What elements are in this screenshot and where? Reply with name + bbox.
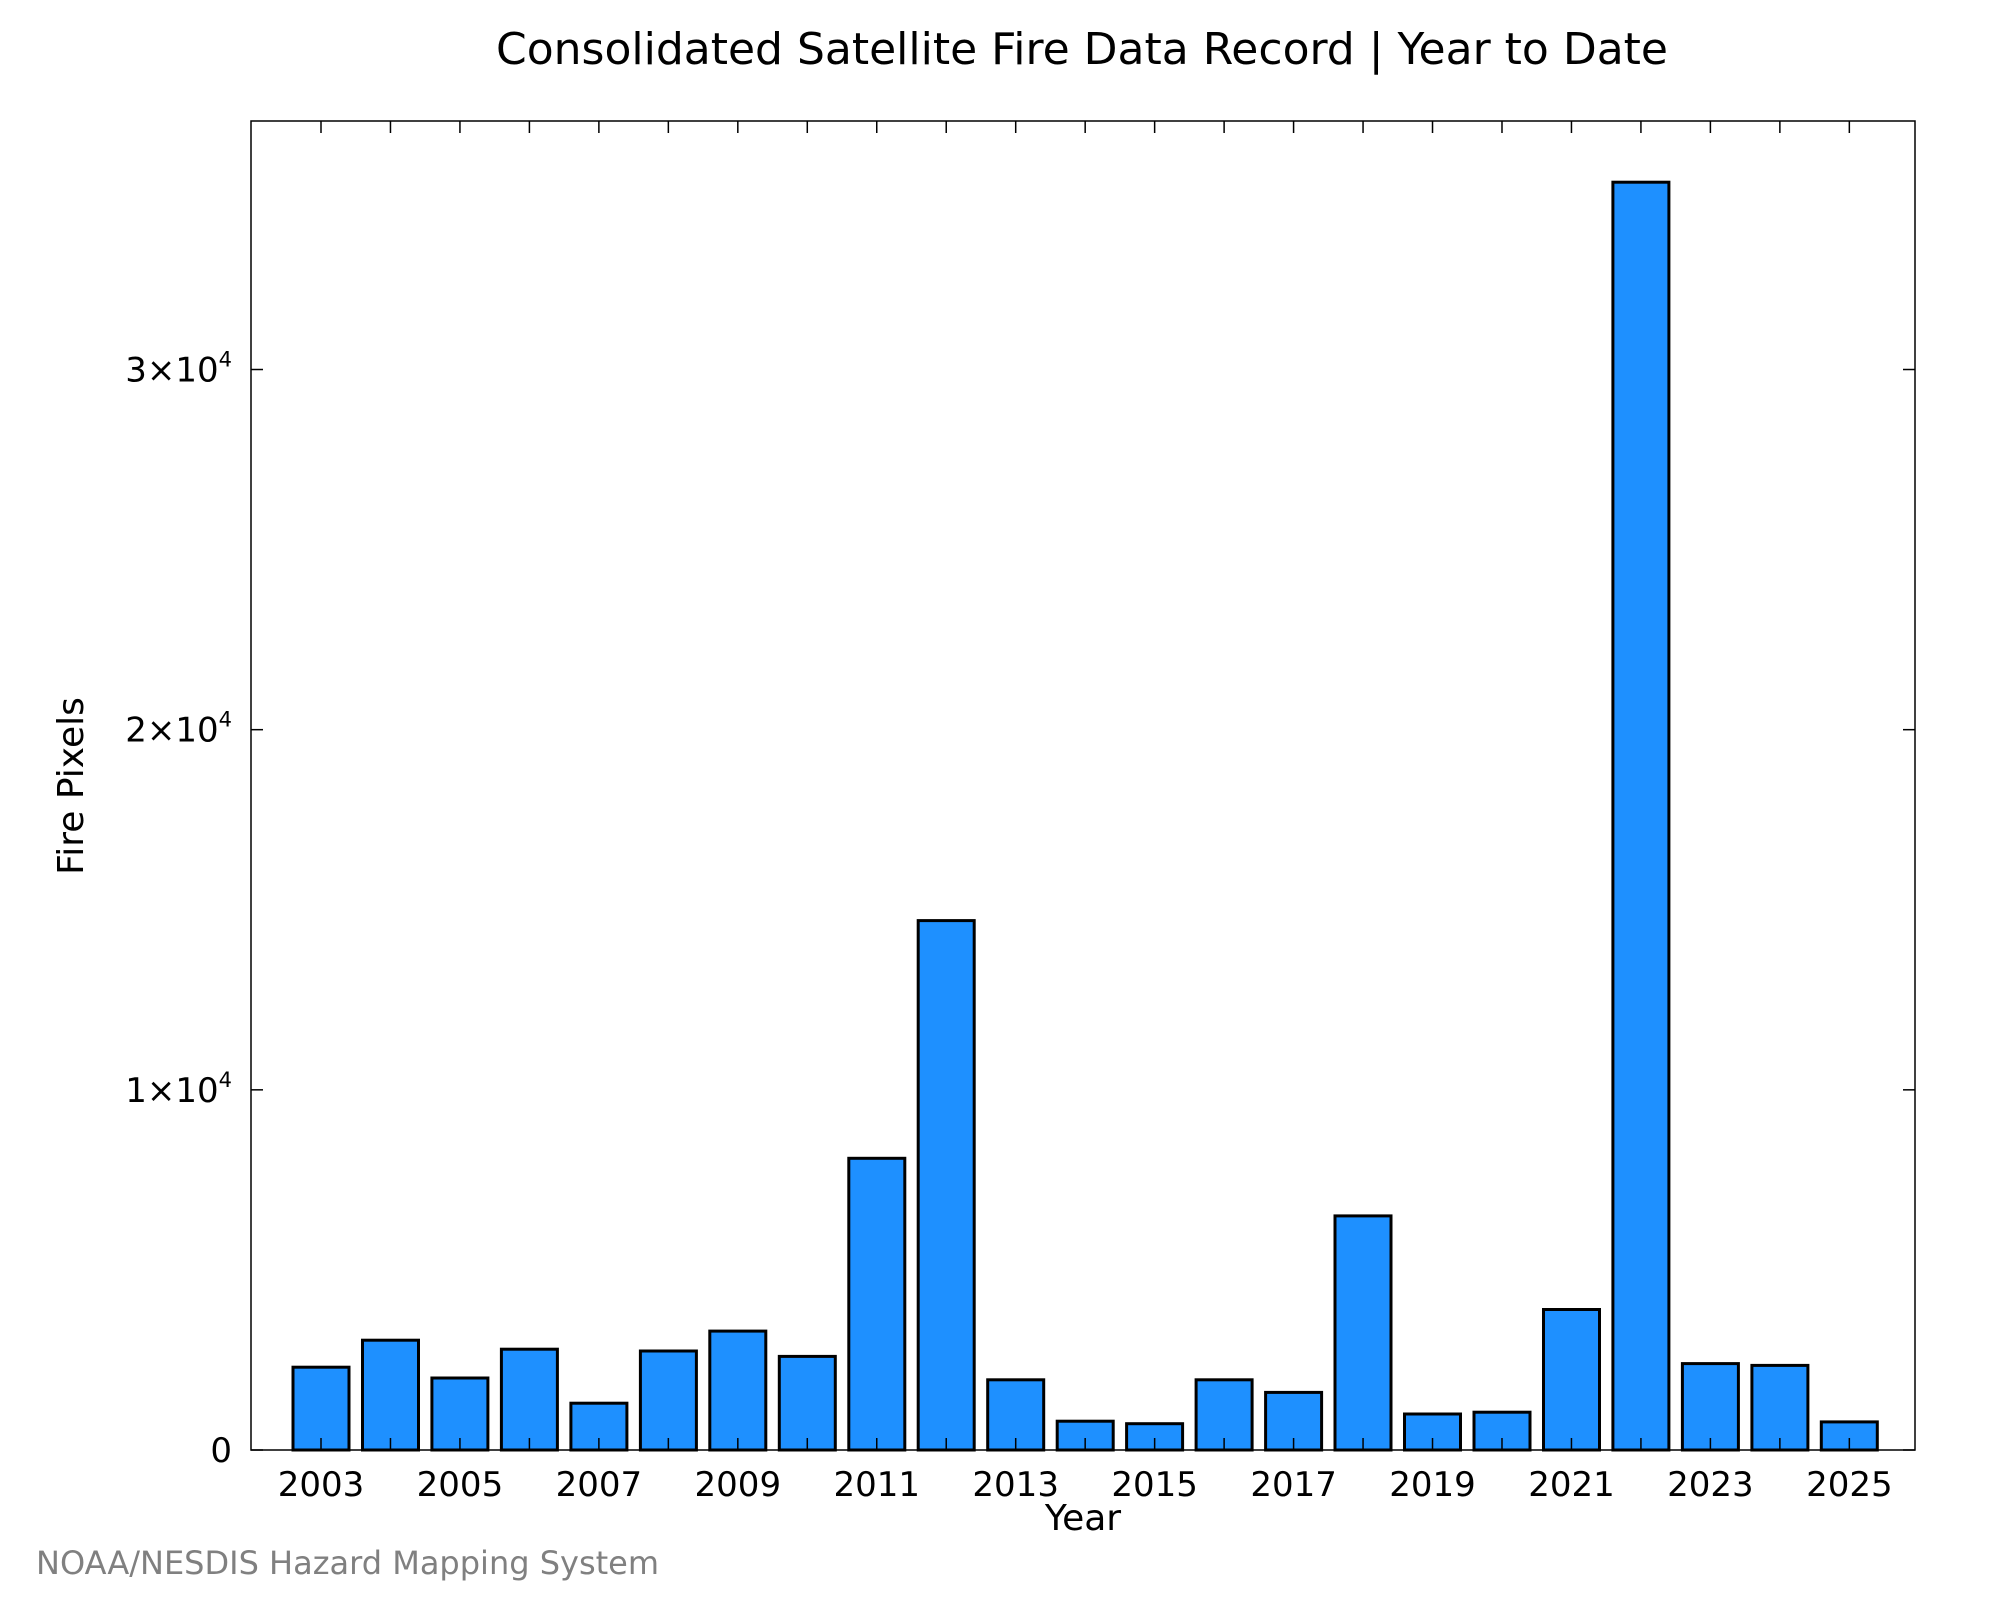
bar-2023 [1680,1362,1740,1452]
x-tick-label-2011: 2011 [833,1465,920,1505]
bar-2010 [777,1354,837,1452]
y-tick-label-0: 0 [210,1431,232,1471]
x-tick-label-2013: 2013 [972,1465,1059,1505]
x-tick-label-2005: 2005 [417,1465,504,1505]
bar-2003 [291,1365,351,1452]
x-axis-label: Year [1044,1498,1121,1539]
x-tick-label-2015: 2015 [1111,1465,1198,1505]
bar-2024 [1750,1363,1810,1452]
x-ticks: 2003 2005 2007 2009 2011 2013 2015 2017 2019 2021… [278,121,1893,1505]
x-tick-label-2009: 2009 [695,1465,782,1505]
bar-2022 [1611,180,1671,1452]
x-tick-label-2007: 2007 [556,1465,643,1505]
y-tick-label-1: 1×104 [125,1068,232,1111]
bar-2021 [1542,1308,1601,1452]
x-tick-label-2017: 2017 [1250,1465,1337,1505]
y-tick-label-3: 3×104 [125,348,232,391]
chart-title: Consolidated Satellite Fire Data Record … [496,24,1668,75]
y-axis-label: Fire Pixels [51,697,92,875]
bar-2008 [638,1349,698,1452]
y-ticks: 0 1×104 2×104 3×104 [125,348,1915,1471]
x-tick-label-2021: 2021 [1528,1465,1615,1505]
x-tick-label-2023: 2023 [1667,1465,1754,1505]
bar-2012 [916,919,976,1452]
x-tick-label-2019: 2019 [1389,1465,1476,1505]
plot-frame [250,120,1916,1451]
bar-2004 [361,1338,420,1452]
y-tick-label-2: 2×104 [125,708,232,751]
bars [291,180,1879,1452]
bar-2009 [708,1329,768,1452]
x-tick-label-2003: 2003 [278,1465,365,1505]
x-tick-label-2025: 2025 [1806,1465,1893,1505]
credit-label: NOAA/NESDIS Hazard Mapping System [36,1544,660,1582]
bar-2006 [499,1347,559,1452]
bar-2011 [847,1156,907,1452]
bar-2018 [1333,1214,1393,1452]
